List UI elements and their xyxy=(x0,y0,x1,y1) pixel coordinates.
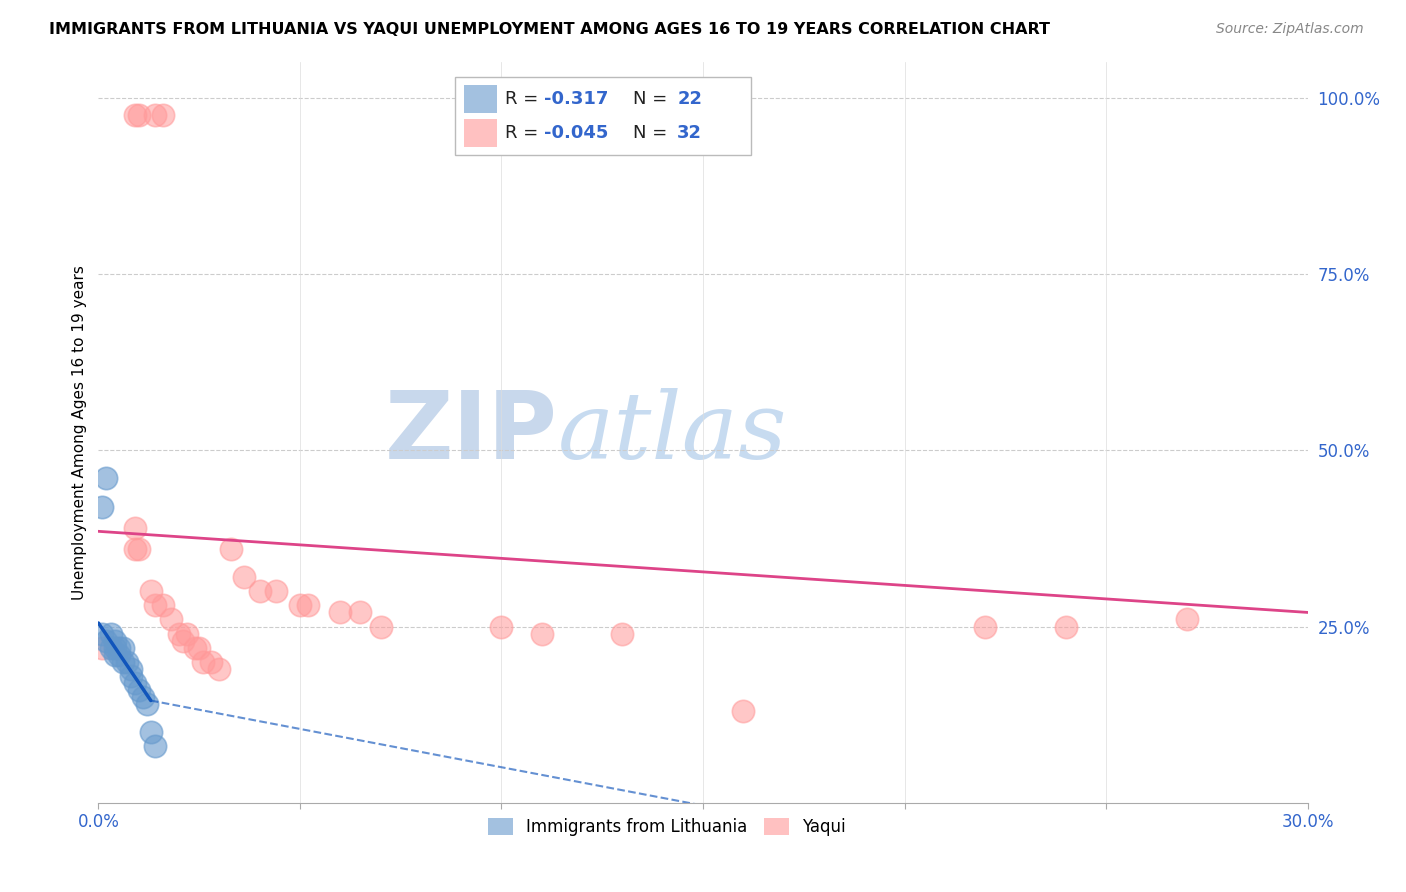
Point xyxy=(115,655,138,669)
Point xyxy=(297,599,319,613)
Point xyxy=(135,697,157,711)
Point xyxy=(143,739,166,754)
Point xyxy=(132,690,155,704)
Point xyxy=(249,584,271,599)
Point xyxy=(96,633,118,648)
Text: ZIP: ZIP xyxy=(385,386,558,479)
Point xyxy=(120,662,142,676)
Point xyxy=(103,640,125,655)
Text: Source: ZipAtlas.com: Source: ZipAtlas.com xyxy=(1216,22,1364,37)
Point xyxy=(128,108,150,122)
Point xyxy=(152,599,174,613)
Point xyxy=(128,541,150,556)
Point xyxy=(221,541,243,556)
Point xyxy=(329,606,352,620)
Point xyxy=(124,108,146,122)
Point xyxy=(167,626,190,640)
Point xyxy=(733,704,755,718)
Point xyxy=(124,676,146,690)
Legend: Immigrants from Lithuania, Yaqui: Immigrants from Lithuania, Yaqui xyxy=(481,811,852,843)
Point xyxy=(120,669,142,683)
Point xyxy=(143,599,166,613)
Point xyxy=(349,606,371,620)
Point xyxy=(370,619,392,633)
Point xyxy=(160,612,183,626)
Point xyxy=(100,626,122,640)
Point xyxy=(111,655,134,669)
Point xyxy=(91,640,114,655)
Text: atlas: atlas xyxy=(558,388,787,477)
Point xyxy=(103,633,125,648)
Point xyxy=(184,640,207,655)
Point xyxy=(124,521,146,535)
Point xyxy=(124,541,146,556)
Point xyxy=(128,683,150,698)
Point xyxy=(1175,612,1198,626)
Point xyxy=(96,471,118,485)
Point xyxy=(139,725,162,739)
Text: IMMIGRANTS FROM LITHUANIA VS YAQUI UNEMPLOYMENT AMONG AGES 16 TO 19 YEARS CORREL: IMMIGRANTS FROM LITHUANIA VS YAQUI UNEMP… xyxy=(49,22,1050,37)
Point xyxy=(974,619,997,633)
Point xyxy=(612,626,634,640)
Point xyxy=(107,648,129,662)
Point xyxy=(491,619,513,633)
Point xyxy=(208,662,231,676)
Point xyxy=(139,584,162,599)
Point xyxy=(91,626,114,640)
Point xyxy=(172,633,194,648)
Point xyxy=(232,570,254,584)
Point xyxy=(111,640,134,655)
Point xyxy=(100,640,122,655)
Point xyxy=(107,640,129,655)
Point xyxy=(530,626,553,640)
Point xyxy=(143,108,166,122)
Point xyxy=(193,655,215,669)
Point xyxy=(288,599,311,613)
Point xyxy=(1054,619,1077,633)
Point xyxy=(264,584,287,599)
Point xyxy=(200,655,222,669)
Point xyxy=(91,500,114,514)
Point xyxy=(188,640,211,655)
Y-axis label: Unemployment Among Ages 16 to 19 years: Unemployment Among Ages 16 to 19 years xyxy=(72,265,87,600)
Point xyxy=(176,626,198,640)
Point xyxy=(152,108,174,122)
Point xyxy=(103,648,125,662)
